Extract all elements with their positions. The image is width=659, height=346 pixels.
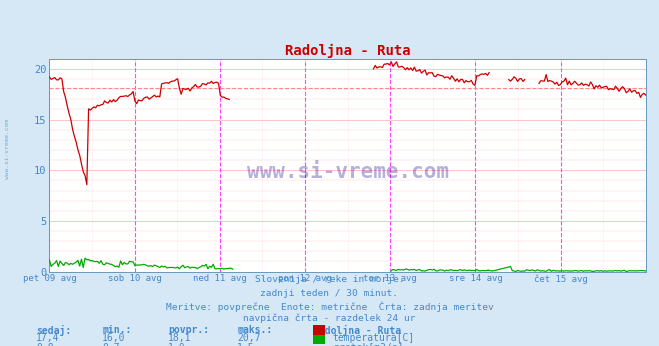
Text: temperatura[C]: temperatura[C] [333, 333, 415, 343]
Text: zadnji teden / 30 minut.: zadnji teden / 30 minut. [260, 289, 399, 298]
Text: 18,1: 18,1 [168, 333, 192, 343]
Text: sedaj:: sedaj: [36, 325, 71, 336]
Text: www.si-vreme.com: www.si-vreme.com [5, 119, 11, 179]
Text: 16,0: 16,0 [102, 333, 126, 343]
Text: maks.:: maks.: [237, 325, 272, 335]
Title: Radoljna - Ruta: Radoljna - Ruta [285, 44, 411, 58]
Text: Radoljna - Ruta: Radoljna - Ruta [313, 325, 401, 336]
Text: povpr.:: povpr.: [168, 325, 209, 335]
Text: 20,7: 20,7 [237, 333, 261, 343]
Text: www.si-vreme.com: www.si-vreme.com [246, 162, 449, 182]
Text: pretok[m3/s]: pretok[m3/s] [333, 343, 403, 346]
Text: 17,4: 17,4 [36, 333, 60, 343]
Text: Meritve: povprečne  Enote: metrične  Črta: zadnja meritev: Meritve: povprečne Enote: metrične Črta:… [165, 301, 494, 311]
Text: navpična črta - razdelek 24 ur: navpična črta - razdelek 24 ur [243, 313, 416, 322]
Text: Slovenija / reke in morje.: Slovenija / reke in morje. [255, 275, 404, 284]
Text: 0,7: 0,7 [102, 343, 120, 346]
Text: min.:: min.: [102, 325, 132, 335]
Text: 1,0: 1,0 [168, 343, 186, 346]
Text: 0,8: 0,8 [36, 343, 54, 346]
Text: 1,5: 1,5 [237, 343, 255, 346]
